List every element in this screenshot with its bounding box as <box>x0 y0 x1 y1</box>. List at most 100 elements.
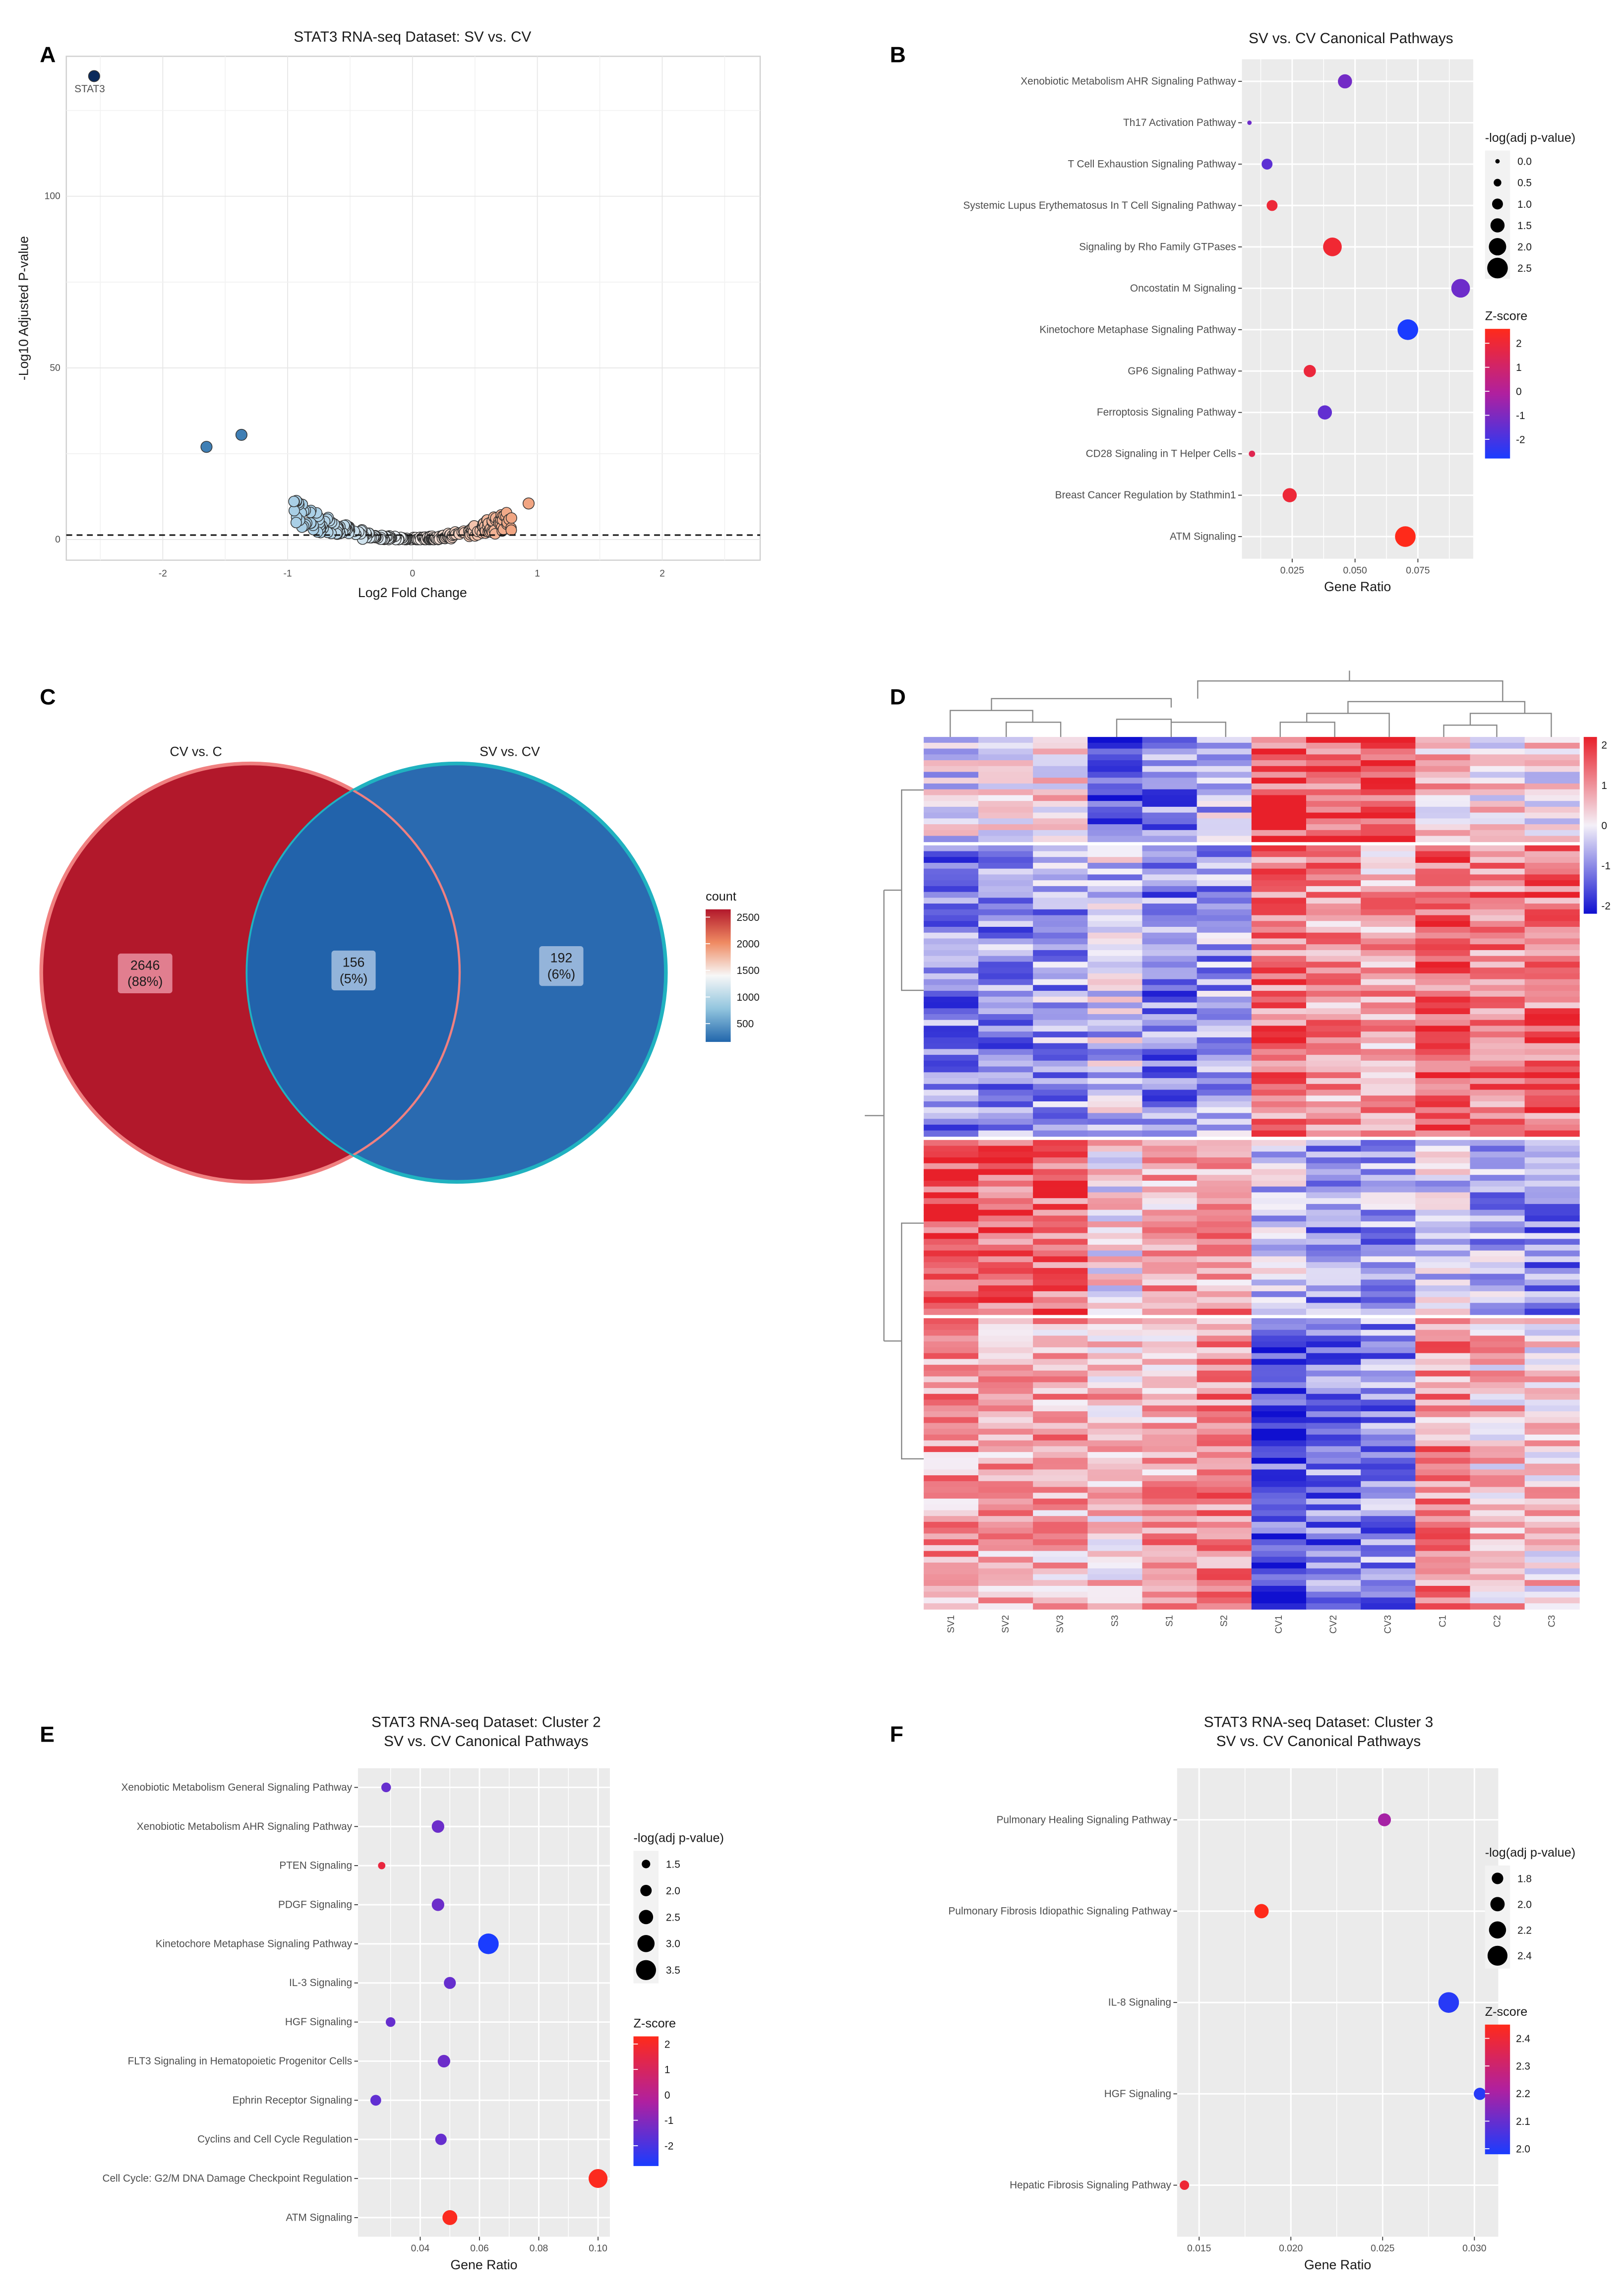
heatmap-cell <box>1361 1204 1416 1210</box>
heatmap-cell <box>1197 1521 1252 1528</box>
heatmap-cell <box>1306 1405 1362 1412</box>
heatmap-cell <box>1415 1285 1471 1292</box>
count-colorbar <box>706 909 731 1042</box>
heatmap-cell <box>1524 926 1580 933</box>
heatmap-cell <box>1415 760 1471 767</box>
heatmap-cell <box>1087 851 1143 858</box>
heatmap-cell <box>1197 851 1252 858</box>
heatmap-cell <box>923 1256 979 1263</box>
heatmap-cell <box>1306 789 1362 796</box>
heatmap-cell <box>1524 1031 1580 1038</box>
heatmap-cell <box>1033 1227 1088 1234</box>
heatmap-cell <box>1524 1198 1580 1205</box>
heatmap-cell <box>978 1221 1034 1228</box>
heatmap-cell <box>1087 801 1143 807</box>
heatmap-cell <box>1524 1221 1580 1228</box>
heatmap-cell <box>1251 921 1307 927</box>
heatmap-cell <box>1415 836 1471 843</box>
heatmap-cell <box>1033 1095 1088 1102</box>
heatmap-cell <box>1524 801 1580 807</box>
heatmap-cell <box>1361 1411 1416 1418</box>
heatmap-cell <box>1142 1014 1198 1021</box>
heatmap-cell <box>978 1151 1034 1158</box>
heatmap-cell <box>1033 1209 1088 1216</box>
heatmap-cell <box>1197 1002 1252 1009</box>
heatmap-cell <box>1306 1163 1362 1170</box>
heatmap-cell <box>1033 789 1088 796</box>
heatmap-cell <box>1470 1487 1525 1494</box>
heatmap-cell <box>1470 1527 1525 1534</box>
heatmap-cell <box>1197 1221 1252 1228</box>
heatmap-cell <box>1033 985 1088 991</box>
heatmap-cell <box>1197 1209 1252 1216</box>
heatmap-cell <box>1087 812 1143 819</box>
heatmap-cell <box>1087 1169 1143 1176</box>
heatmap-cell <box>1197 1318 1252 1325</box>
heatmap-cell <box>1197 944 1252 951</box>
heatmap-cell <box>1033 1140 1088 1147</box>
heatmap-cell <box>1524 880 1580 887</box>
heatmap-cell <box>1033 1405 1088 1412</box>
heatmap-cell <box>1361 1487 1416 1494</box>
heatmap-cell <box>1142 1318 1198 1325</box>
heatmap-cell <box>1142 1510 1198 1517</box>
heatmap-cell <box>1415 1157 1471 1164</box>
colorbar-label: 2.4 <box>1516 2033 1530 2045</box>
heatmap-cell <box>1361 1399 1416 1406</box>
heatmap-cell <box>1142 789 1198 796</box>
heatmap-cell <box>1251 944 1307 951</box>
heatmap-cell <box>1087 1411 1143 1418</box>
heatmap-cell <box>923 1347 979 1354</box>
pathway-dot <box>442 2210 458 2225</box>
heatmap-cell <box>1524 1498 1580 1505</box>
column-label: CV2 <box>1328 1615 1339 1634</box>
heatmap-cell <box>1415 1250 1471 1257</box>
heatmap-cell <box>1033 1516 1088 1522</box>
pathway-dot <box>1378 1813 1391 1826</box>
heatmap-cell <box>978 1209 1034 1216</box>
heatmap-cell <box>1524 1169 1580 1176</box>
heatmap-cell <box>1415 1329 1471 1336</box>
heatmap-cell <box>1142 938 1198 945</box>
heatmap-cell <box>923 1452 979 1458</box>
heatmap-cell <box>1197 1233 1252 1240</box>
heatmap-cell <box>978 956 1034 963</box>
heatmap-cell <box>1197 1297 1252 1304</box>
heatmap-cell <box>978 1031 1034 1038</box>
heatmap-cell <box>1415 1297 1471 1304</box>
heatmap-cell <box>1251 1060 1307 1067</box>
heatmap-cell <box>1197 795 1252 802</box>
pathway-dot <box>444 1977 456 1989</box>
heatmap-cell <box>923 915 979 922</box>
heatmap-cell <box>923 1457 979 1464</box>
heatmap-cell <box>1524 760 1580 767</box>
heatmap-cell <box>1306 1551 1362 1558</box>
heatmap-cell <box>1415 1119 1471 1125</box>
heatmap-cell <box>1251 973 1307 980</box>
heatmap-cell <box>1033 973 1088 980</box>
heatmap-cell <box>923 1107 979 1114</box>
heatmap-cell <box>923 1163 979 1170</box>
heatmap-cell <box>1197 985 1252 991</box>
heatmap-cell <box>1251 1551 1307 1558</box>
heatmap-cell <box>1306 778 1362 784</box>
heatmap-cell <box>978 1124 1034 1131</box>
pathway-dot <box>381 1782 391 1793</box>
heatmap-cell <box>1197 1151 1252 1158</box>
heatmap-cell <box>1470 778 1525 784</box>
pathway-dot <box>1304 364 1316 377</box>
heatmap-cell <box>978 1498 1034 1505</box>
heatmap-cell <box>978 1603 1034 1610</box>
heatmap-cell <box>923 1405 979 1412</box>
heatmap-cell <box>923 830 979 837</box>
heatmap-cell <box>978 737 1034 743</box>
heatmap-cell <box>1087 857 1143 863</box>
heatmap-cell <box>923 868 979 875</box>
heatmap-cell <box>1087 967 1143 974</box>
heatmap-cell <box>1142 1107 1198 1114</box>
heatmap-cell <box>1470 1221 1525 1228</box>
heatmap-cell <box>1087 1060 1143 1067</box>
heatmap-cell <box>1142 991 1198 997</box>
heatmap-cell <box>1251 1388 1307 1394</box>
heatmap-cell <box>1306 1533 1362 1540</box>
